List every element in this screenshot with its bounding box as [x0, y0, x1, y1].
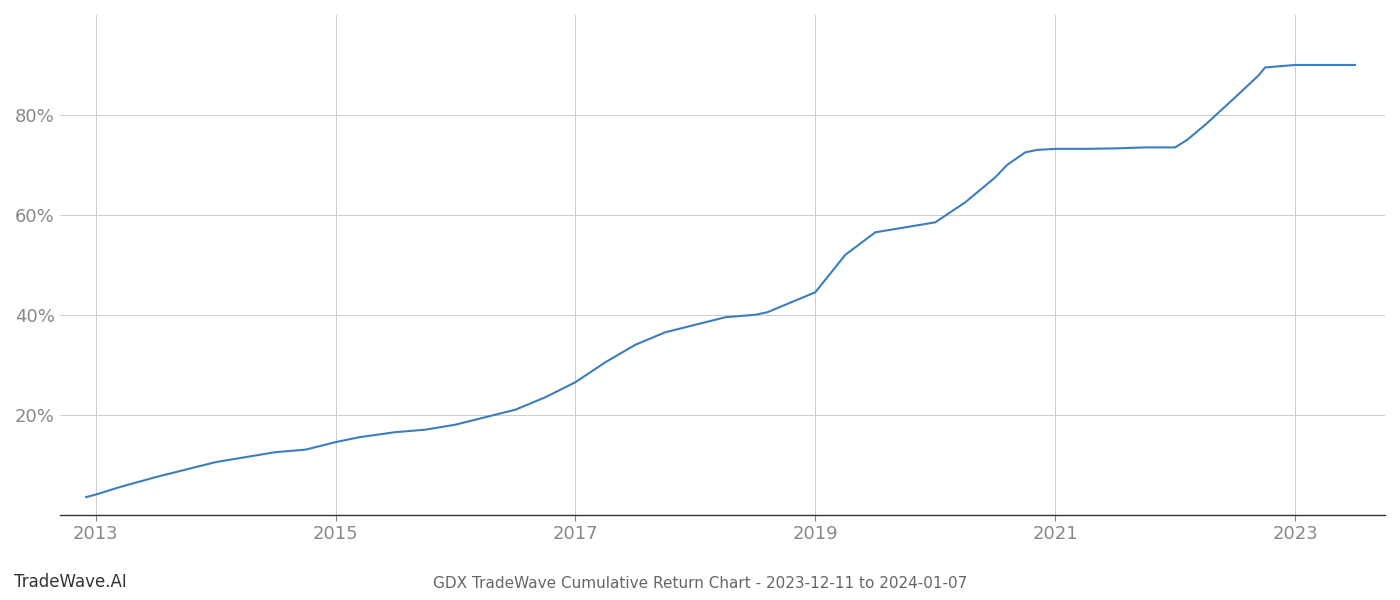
Text: TradeWave.AI: TradeWave.AI	[14, 573, 127, 591]
Text: GDX TradeWave Cumulative Return Chart - 2023-12-11 to 2024-01-07: GDX TradeWave Cumulative Return Chart - …	[433, 576, 967, 591]
